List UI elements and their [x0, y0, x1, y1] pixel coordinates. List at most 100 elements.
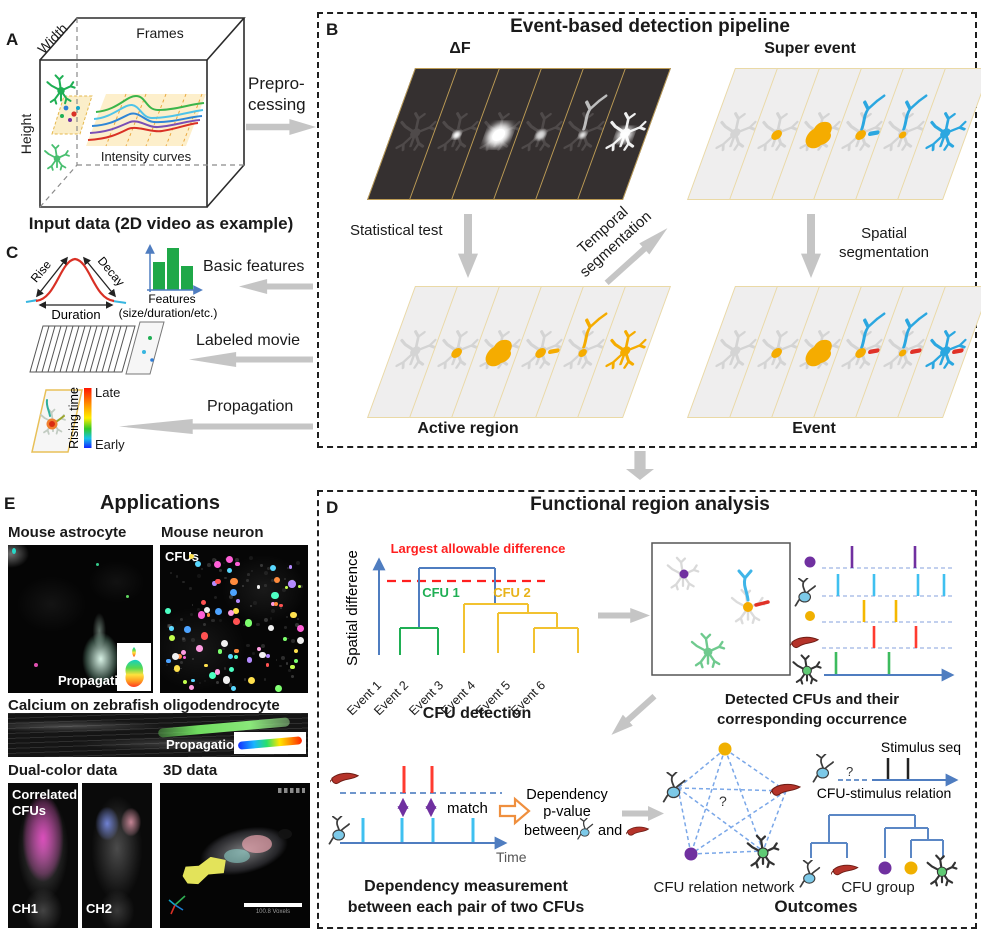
early-label: Early: [95, 437, 125, 452]
mouse-astrocyte-label: Mouse astrocyte: [8, 524, 127, 541]
video-frame: [492, 68, 588, 200]
mouse-astrocyte-image: Propagation: [8, 545, 153, 693]
astrocyte-icon: [45, 145, 69, 170]
video-frame: [770, 286, 866, 418]
spatial-line1: Spatial: [861, 225, 907, 242]
super-event-frames: [686, 68, 981, 200]
zebrafish-propagation-inset: [234, 732, 306, 754]
decay-label: Decay: [95, 254, 128, 289]
preprocessing-label-line1: Prepro-: [248, 74, 305, 93]
labeled-movie-arrow: [189, 352, 313, 367]
intensity-curves: [87, 94, 205, 141]
applications-title: Applications: [99, 492, 220, 514]
viewer-controls-icons: [278, 788, 305, 793]
width-axis-label: Width: [34, 20, 70, 57]
preprocessing-arrow: [246, 119, 316, 135]
pipeline-to-analysis-arrow: [626, 451, 654, 480]
rising-time-colorbar: [84, 388, 92, 448]
astrocyte-icon: [47, 75, 74, 103]
features-sub-label: (size/duration/etc.): [119, 306, 218, 320]
input-data-caption: Input data (2D video as example): [28, 214, 294, 233]
propagation-inset: [117, 643, 151, 691]
video-frame: [770, 68, 866, 200]
spatial-segmentation-label: Spatial segmentation: [824, 224, 944, 262]
mouse-neuron-label: Mouse neuron: [161, 524, 264, 541]
labeled-movie-stack: [29, 321, 165, 375]
input-cube: Frames Width Height Intensity curves: [18, 17, 246, 208]
duration-label: Duration: [51, 307, 100, 322]
basic-features-label: Basic features: [203, 258, 305, 275]
panel-c-label: C: [6, 243, 19, 262]
cfu-group-caption: CFU group: [841, 879, 915, 896]
video-frame: [728, 68, 824, 200]
dependency-caption-line1: Dependency measurement: [364, 878, 568, 895]
panel-b-label: B: [326, 20, 339, 39]
detected-cfus-caption-line2: corresponding occurrence: [716, 711, 908, 728]
video-frame: [450, 68, 546, 200]
zebrafish-caption: Calcium on zebrafish oligodendrocyte: [8, 697, 280, 714]
spatial-line2: segmentation: [838, 244, 930, 261]
video-frame: [408, 68, 504, 200]
rise-label: Rise: [28, 257, 54, 285]
frames-axis-label: Frames: [136, 25, 183, 41]
active-region-label: Active region: [417, 420, 519, 437]
video-frame: [812, 286, 908, 418]
rising-time-label: Rising time: [67, 387, 81, 449]
zebrafish-image: Propagation: [8, 713, 308, 757]
ch1-image: Correlated CFUs CH1: [8, 783, 78, 928]
propagation-arrow: [119, 419, 313, 434]
mouse-neuron-image: CFUs: [160, 545, 308, 693]
scale-bar-label: 100.8 Voxels: [255, 909, 291, 915]
height-axis-label: Height: [18, 114, 34, 155]
propagation-overlay-label2: Propagation: [166, 737, 242, 752]
scale-bar: [244, 903, 302, 907]
video-frame: [534, 286, 630, 418]
cfu-relation-network-caption: CFU relation network: [653, 879, 795, 896]
ch2-image: CH2: [82, 783, 152, 928]
correlated-label-line1: Correlated: [12, 787, 78, 802]
features-label: Features: [148, 292, 195, 306]
propagation-overlay-label: Propagation: [58, 673, 134, 688]
late-label: Late: [95, 385, 121, 400]
panel-b-box: [317, 12, 977, 448]
panel-b-title: Event-based detection pipeline: [510, 16, 790, 37]
video-frame: [408, 286, 504, 418]
video-frame: [534, 68, 630, 200]
basic-features-arrow: [239, 279, 313, 294]
detected-cfus-caption-line1: Detected CFUs and their: [724, 691, 900, 708]
event-label: Event: [792, 420, 836, 437]
video-frame: [812, 68, 908, 200]
propagation-label: Propagation: [207, 398, 294, 415]
super-event-label: Super event: [764, 40, 856, 57]
axis-gizmo-icon: [168, 895, 186, 915]
cfus-overlay-label: CFUs: [165, 549, 199, 564]
video-frame: [728, 286, 824, 418]
intensity-curves-label: Intensity curves: [101, 149, 192, 164]
panel-e-label: E: [4, 494, 16, 513]
delta-f-label: ΔF: [449, 40, 471, 57]
video-frame: [854, 286, 950, 418]
dependency-caption-line2: between each pair of two CFUs: [347, 899, 585, 916]
video-frame: [450, 286, 546, 418]
video-frame: [492, 286, 588, 418]
ch1-label: CH1: [12, 901, 39, 916]
ch2-label: CH2: [86, 901, 113, 916]
preprocessing-label-line2: cessing: [248, 95, 306, 114]
outcomes-caption: Outcomes: [774, 897, 858, 916]
video-frame: [854, 68, 950, 200]
panel-d-box: [317, 490, 977, 929]
correlated-label-line2: CFUs: [12, 803, 46, 818]
panel-d-label: D: [326, 498, 339, 517]
statistical-test-label: Statistical test: [350, 222, 443, 239]
event-frames: [686, 286, 981, 418]
panel-d-title: Functional region analysis: [530, 494, 770, 515]
dual-color-label: Dual-color data: [8, 762, 118, 779]
three-d-image: 100.8 Voxels: [160, 783, 310, 928]
cfu-detection-caption: CFU detection: [422, 705, 532, 722]
video-frame: [896, 286, 981, 418]
three-d-label: 3D data: [163, 762, 218, 779]
video-frame: [576, 68, 672, 200]
panel-a-label: A: [6, 30, 19, 49]
labeled-movie-label: Labeled movie: [196, 332, 301, 349]
